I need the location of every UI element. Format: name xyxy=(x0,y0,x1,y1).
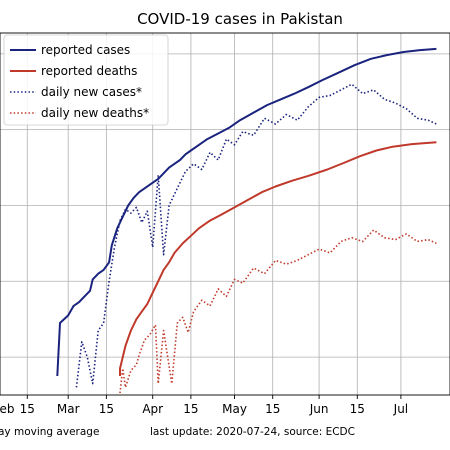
x-tick-label: 15 xyxy=(20,402,35,416)
legend-label-daily-new-cases: daily new cases* xyxy=(41,85,142,99)
x-tick-label: May xyxy=(222,402,247,416)
legend-label-reported-deaths: reported deaths xyxy=(41,64,137,78)
footnote-left: ay moving average xyxy=(0,426,99,438)
x-tick-label: 15 xyxy=(350,402,365,416)
legend-label-reported-cases: reported cases xyxy=(41,43,130,57)
x-ticks: 15 Mar 15 Apr 15 May 15 Jun 15 Jul eb xyxy=(0,395,408,416)
axes xyxy=(0,32,450,396)
x-tick-label: 15 xyxy=(265,402,280,416)
x-tick-label: Jun xyxy=(309,402,329,416)
series-line-daily-new-deaths xyxy=(119,229,437,394)
series-line-reported-cases xyxy=(56,47,437,377)
legend-box xyxy=(3,34,169,126)
x-tick-label: Apr xyxy=(142,402,163,416)
series-line-daily-new-cases xyxy=(75,83,437,388)
legend: reported cases reported deaths daily new… xyxy=(3,34,169,126)
series-line-reported-deaths xyxy=(119,141,437,376)
x-tick-label: 15 xyxy=(99,402,114,416)
x-tick-label: 15 xyxy=(183,402,198,416)
x-tick-label: Mar xyxy=(57,402,80,416)
footnote-right: last update: 2020-07-24, source: ECDC xyxy=(150,426,355,438)
plot-frame xyxy=(0,32,450,396)
x-tick-label-edge: eb xyxy=(0,402,15,416)
chart-title: COVID-19 cases in Pakistan xyxy=(137,10,343,28)
x-tick-label: Jul xyxy=(393,402,408,416)
legend-label-daily-new-deaths: daily new deaths* xyxy=(41,106,149,120)
series-layer xyxy=(56,47,437,394)
